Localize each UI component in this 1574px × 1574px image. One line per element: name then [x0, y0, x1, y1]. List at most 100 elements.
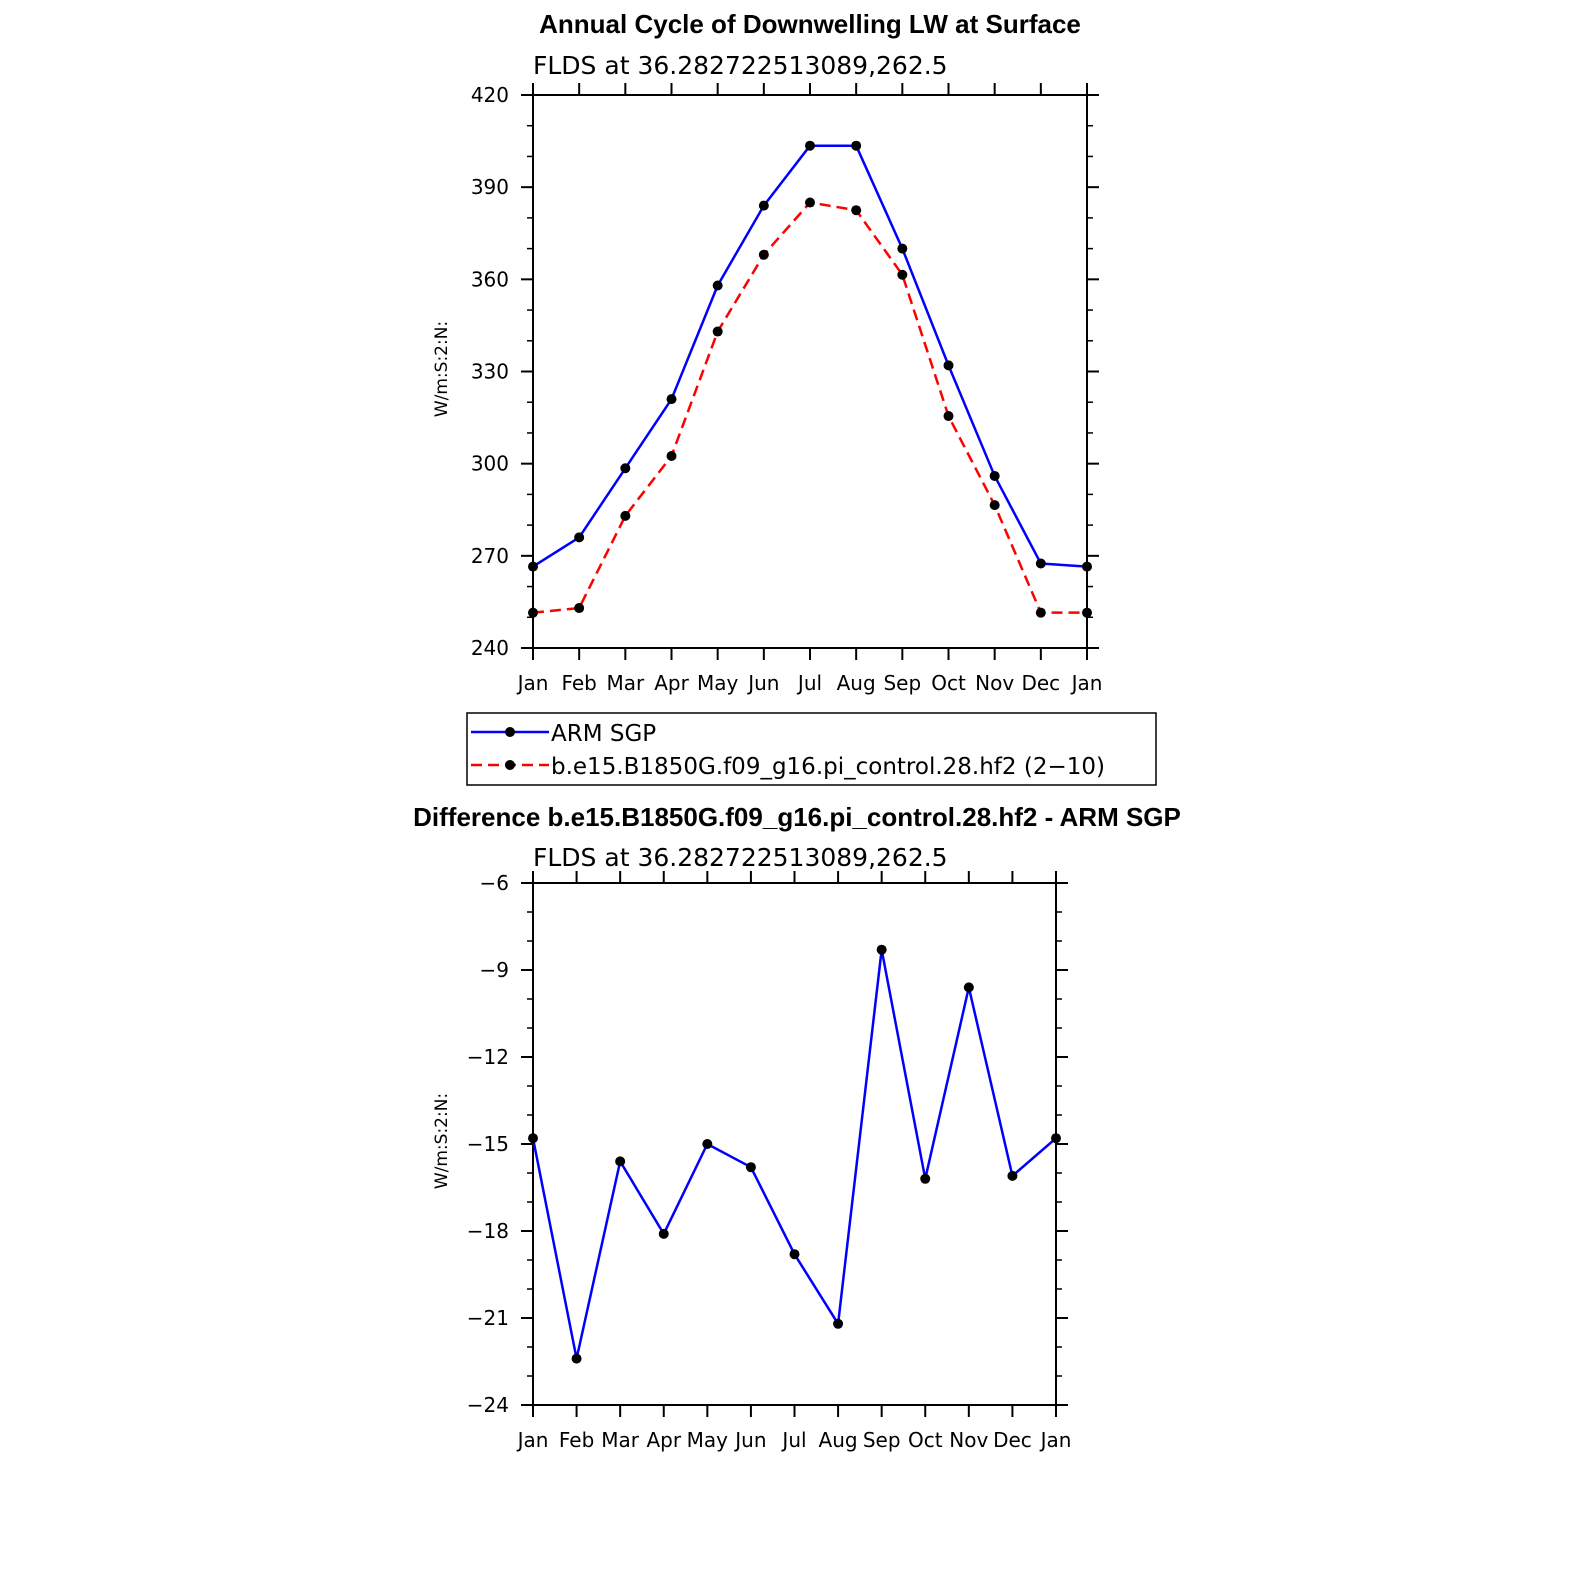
x-tick-label: Aug — [819, 1428, 858, 1452]
axis-ticks — [521, 871, 1068, 1417]
x-tick-label: Jan — [1039, 1428, 1072, 1452]
data-point — [876, 944, 887, 955]
data-point — [897, 243, 908, 254]
y-tick-label: −24 — [467, 1393, 509, 1417]
data-point — [574, 603, 585, 614]
x-tick-label: Feb — [561, 671, 596, 695]
data-point — [745, 1162, 756, 1173]
legend: ARM SGP b.e15.B1850G.f09_g16.pi_control.… — [466, 712, 1157, 786]
legend-marker-model — [505, 760, 515, 770]
data-point — [989, 470, 1000, 481]
data-point — [943, 411, 954, 422]
y-tick-label: −6 — [480, 871, 509, 895]
data-point — [1007, 1170, 1018, 1181]
x-tick-label: Dec — [993, 1428, 1032, 1452]
data-point — [851, 205, 862, 216]
data-point — [666, 450, 677, 461]
data-series — [528, 944, 1061, 1364]
series-line-model — [532, 201, 1087, 614]
data-point — [805, 197, 815, 208]
data-point — [666, 394, 677, 405]
y-axis-label: W/m:S:2:N: — [432, 321, 452, 417]
difference-panel: Difference b.e15.B1850G.f09_g16.pi_contr… — [413, 802, 1181, 1452]
y-tick-label: 270 — [471, 544, 509, 568]
data-point — [712, 280, 723, 291]
series-line-arm — [532, 144, 1088, 568]
y-tick-label: −12 — [467, 1045, 509, 1069]
data-point — [789, 1249, 800, 1260]
x-tick-label: Mar — [606, 671, 645, 695]
x-tick-label: Aug — [837, 671, 876, 695]
data-point — [1051, 1133, 1061, 1144]
data-point — [528, 561, 538, 572]
data-point — [963, 982, 974, 993]
x-tick-label: Jun — [733, 1428, 766, 1452]
y-tick-label: −21 — [467, 1306, 509, 1330]
data-series — [528, 140, 1092, 618]
data-point — [528, 1133, 538, 1144]
data-point — [571, 1353, 582, 1364]
plot-frame — [532, 882, 1057, 1406]
y-tick-label: 420 — [471, 83, 509, 107]
x-tick-label: Jan — [516, 1428, 549, 1452]
data-point — [920, 1173, 931, 1184]
tick-labels: Jan Feb Mar Apr May Jun Jul Aug Sep Oct Nov Dec Jan 2… — [471, 83, 1103, 695]
data-point — [528, 607, 538, 618]
x-tick-label: Dec — [1021, 671, 1060, 695]
y-tick-label: 240 — [471, 636, 509, 660]
x-tick-label: Oct — [908, 1428, 943, 1452]
x-tick-label: Apr — [646, 1428, 681, 1452]
data-point — [1035, 558, 1046, 569]
data-point — [833, 1318, 844, 1329]
data-point — [943, 360, 954, 371]
data-point — [658, 1228, 669, 1239]
y-tick-label: −18 — [467, 1219, 509, 1243]
data-point — [620, 510, 631, 521]
data-point — [1082, 561, 1092, 572]
chart-title: Difference b.e15.B1850G.f09_g16.pi_contr… — [413, 802, 1181, 832]
axis-ticks — [521, 83, 1099, 660]
annual-cycle-panel: Annual Cycle of Downwelling LW at Surfac… — [432, 9, 1102, 695]
data-point — [851, 140, 862, 151]
data-point — [574, 532, 585, 543]
y-tick-label: −15 — [467, 1132, 509, 1156]
plot-frame — [532, 94, 1088, 649]
data-point — [1082, 607, 1092, 618]
legend-box — [466, 712, 1157, 786]
x-tick-label: Jun — [746, 671, 779, 695]
x-tick-label: Nov — [975, 671, 1014, 695]
data-point — [702, 1139, 713, 1149]
data-point — [712, 326, 723, 337]
x-tick-label: Mar — [601, 1428, 640, 1452]
series-line-diff — [531, 948, 1057, 1360]
x-tick-label: Oct — [931, 671, 966, 695]
chart-subtitle: FLDS at 36.282722513089,262.5 — [533, 51, 948, 80]
data-point — [758, 200, 769, 211]
y-tick-label: 300 — [471, 452, 509, 476]
y-tick-label: 360 — [471, 267, 509, 291]
x-tick-label: May — [687, 1428, 729, 1452]
y-tick-label: 330 — [471, 360, 509, 384]
x-tick-label: Sep — [863, 1428, 901, 1452]
data-point — [805, 140, 815, 151]
x-tick-label: May — [697, 671, 739, 695]
x-tick-label: Sep — [883, 671, 921, 695]
legend-label-model: b.e15.B1850G.f09_g16.pi_control.28.hf2 (… — [551, 754, 1105, 780]
x-tick-label: Jul — [780, 1428, 806, 1452]
legend-label-arm: ARM SGP — [551, 721, 656, 747]
data-point — [1035, 607, 1046, 618]
data-point — [758, 249, 769, 260]
tick-labels: Jan Feb Mar Apr May Jun Jul Aug Sep Oct Nov Dec Jan−… — [467, 871, 1072, 1452]
y-axis-label: W/m:S:2:N: — [432, 1093, 452, 1189]
data-point — [620, 463, 631, 474]
x-tick-label: Nov — [949, 1428, 988, 1452]
y-tick-label: 390 — [471, 175, 509, 199]
x-tick-label: Jan — [1070, 671, 1103, 695]
x-tick-label: Feb — [559, 1428, 594, 1452]
chart-subtitle: FLDS at 36.282722513089,262.5 — [533, 843, 948, 872]
chart-title: Annual Cycle of Downwelling LW at Surfac… — [539, 9, 1081, 39]
x-tick-label: Jan — [516, 671, 549, 695]
legend-marker-arm — [505, 727, 515, 737]
y-tick-label: −9 — [480, 958, 509, 982]
